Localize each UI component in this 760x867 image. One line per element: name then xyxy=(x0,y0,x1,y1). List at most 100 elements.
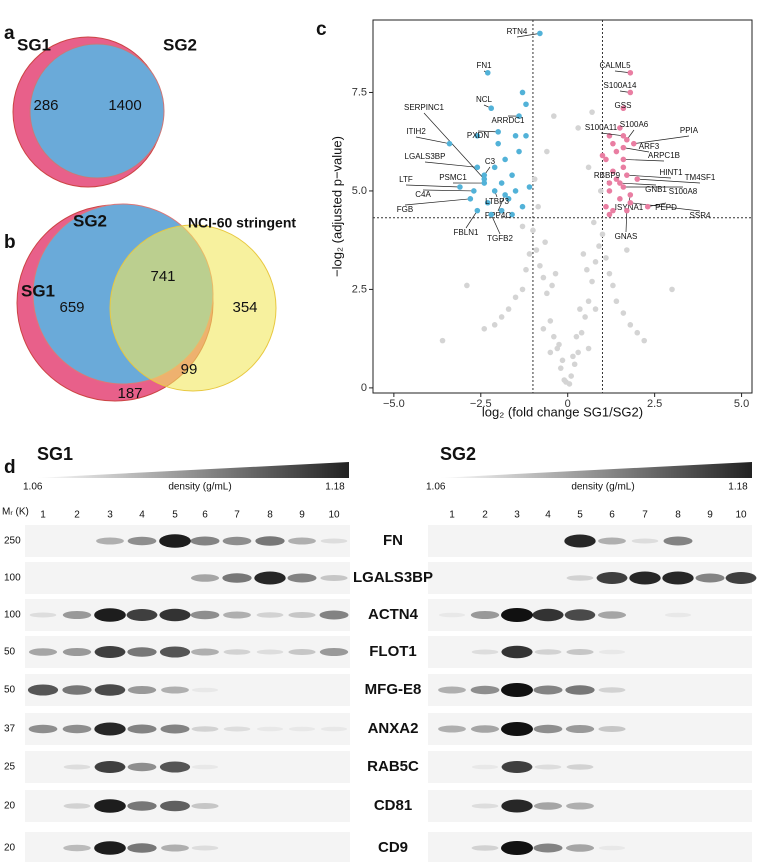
band xyxy=(29,648,57,656)
band xyxy=(632,539,659,544)
point xyxy=(488,212,494,218)
point-label: ITIH2 xyxy=(406,127,426,136)
band xyxy=(160,801,190,812)
band xyxy=(438,726,466,733)
band xyxy=(471,725,499,733)
band xyxy=(728,727,754,731)
point xyxy=(447,141,453,147)
band xyxy=(534,725,563,734)
lane-number: 1 xyxy=(40,510,46,521)
leader-line xyxy=(405,199,470,205)
point xyxy=(502,157,508,163)
point xyxy=(593,259,599,265)
point-label: CALML5 xyxy=(599,61,631,70)
count: 659 xyxy=(59,299,84,316)
point xyxy=(457,184,463,190)
band xyxy=(64,539,90,543)
band xyxy=(161,725,190,734)
band xyxy=(94,723,125,736)
point xyxy=(560,358,566,364)
point-label: NCL xyxy=(476,95,493,104)
point-label: FBLN1 xyxy=(454,228,479,237)
band xyxy=(696,574,725,583)
band xyxy=(95,646,126,658)
lane-number: 3 xyxy=(107,510,113,521)
band xyxy=(566,649,593,655)
count: 187 xyxy=(117,385,142,402)
band xyxy=(255,536,284,546)
band xyxy=(438,687,466,694)
point xyxy=(570,354,576,360)
point xyxy=(600,153,606,159)
count: 286 xyxy=(33,97,58,114)
point-label: LTF xyxy=(399,175,413,184)
band xyxy=(192,726,219,732)
band xyxy=(534,802,562,810)
y-tick-label: 7.5 xyxy=(352,86,367,98)
band xyxy=(471,686,500,695)
point xyxy=(523,101,529,107)
band xyxy=(632,804,658,808)
band xyxy=(534,844,563,853)
point xyxy=(574,334,580,340)
band xyxy=(30,613,57,618)
band xyxy=(567,575,594,581)
point xyxy=(485,70,491,76)
mw-label: 100 xyxy=(4,610,21,621)
point-label: S100A14 xyxy=(604,81,637,90)
band xyxy=(257,727,283,732)
lane-number: 4 xyxy=(139,510,145,521)
point xyxy=(563,379,569,385)
band xyxy=(62,685,91,695)
density-max: 1.18 xyxy=(728,482,748,493)
band xyxy=(535,765,562,770)
point xyxy=(628,192,634,198)
band xyxy=(320,611,349,620)
band xyxy=(321,727,347,732)
point-label: PXDN xyxy=(467,131,489,140)
lane-number: 6 xyxy=(202,510,208,521)
point xyxy=(537,263,543,269)
band xyxy=(728,650,754,654)
band xyxy=(565,685,594,695)
sample-name: SG1 xyxy=(37,444,73,464)
point xyxy=(527,184,533,190)
point xyxy=(499,314,505,320)
density-min: 1.06 xyxy=(23,482,43,493)
point xyxy=(495,129,501,135)
band xyxy=(129,576,155,580)
point-label: GNAS xyxy=(615,232,638,241)
x-tick-label: 2.5 xyxy=(647,398,662,410)
band xyxy=(728,688,754,692)
band xyxy=(94,841,126,855)
band xyxy=(697,846,723,850)
point-label: SSR4 xyxy=(690,211,711,220)
band xyxy=(535,576,561,580)
band xyxy=(289,688,315,692)
band xyxy=(64,765,91,770)
point xyxy=(577,306,583,312)
protein-name: LGALS3BP xyxy=(353,569,433,586)
band xyxy=(97,576,123,580)
x-tick-label: 5.0 xyxy=(734,398,749,410)
point-label: ARPC1B xyxy=(648,151,680,160)
band xyxy=(321,539,348,544)
band xyxy=(728,613,754,617)
point xyxy=(645,204,651,210)
point xyxy=(624,172,630,178)
x-tick-label: −5.0 xyxy=(383,398,405,410)
point xyxy=(506,306,512,312)
band xyxy=(257,612,284,618)
point xyxy=(621,157,627,163)
point xyxy=(530,228,536,234)
point-label: C3 xyxy=(485,157,496,166)
band xyxy=(127,647,156,657)
point xyxy=(575,350,581,356)
point-label: TGFB2 xyxy=(487,234,513,243)
point-label: SERPINC1 xyxy=(404,103,445,112)
point xyxy=(464,283,470,289)
band xyxy=(160,647,190,658)
band xyxy=(224,688,250,692)
band xyxy=(162,576,188,580)
point xyxy=(558,365,564,371)
